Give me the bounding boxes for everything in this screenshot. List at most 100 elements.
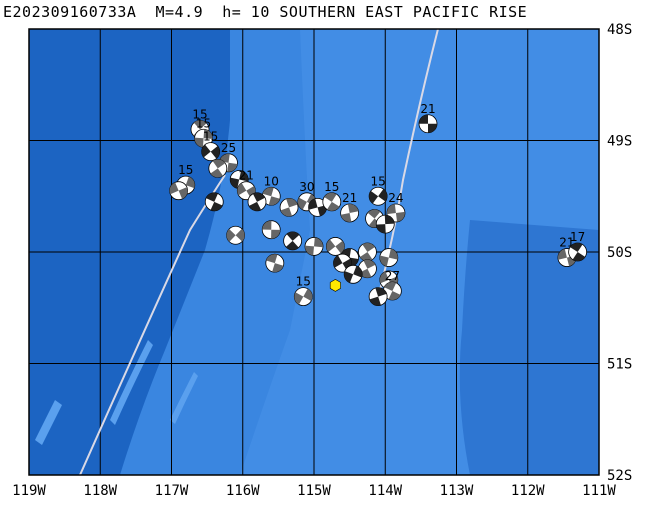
mechanism-quadrant [210, 201, 223, 211]
mechanism-quadrant [210, 145, 220, 159]
focal-mechanism [293, 287, 313, 307]
mechanism-quadrant [317, 205, 327, 217]
focal-mechanism [265, 253, 285, 273]
longitude-label: 119W [12, 483, 46, 499]
focal-mechanism [368, 186, 388, 206]
mechanism-quadrant [386, 204, 396, 215]
mechanism-depth-label: 25 [221, 141, 236, 155]
focal-mechanism [375, 214, 395, 234]
mechanism-quadrant [340, 212, 352, 222]
focal-mechanism [261, 220, 281, 240]
mechanism-quadrant [375, 287, 387, 297]
mechanism-quadrant [363, 259, 376, 269]
mechanism-quadrant [169, 182, 179, 195]
mechanism-quadrant [294, 292, 304, 305]
latitude-label: 52S [607, 468, 632, 484]
mechanism-depth-label: 15 [192, 107, 207, 121]
mechanism-quadrant [227, 162, 238, 172]
mechanism-quadrant [376, 224, 386, 234]
mechanism-quadrant [268, 196, 280, 206]
bathymetry-streak [35, 400, 62, 445]
focal-mechanism [382, 281, 402, 301]
focal-mechanism [358, 242, 377, 262]
mechanism-quadrant [428, 123, 437, 133]
mechanism-depth-label: 21 [342, 191, 357, 205]
mechanism-depth-label: 21 [239, 169, 254, 183]
mechanism-depth-label: 27 [385, 269, 400, 283]
mechanism-quadrant [359, 252, 373, 261]
mechanism-quadrant [262, 220, 272, 230]
longitude-label: 115W [297, 483, 331, 499]
mechanism-depth-label: 15 [203, 130, 218, 144]
longitude-label: 113W [440, 483, 474, 499]
mechanism-depth-label: 15 [296, 275, 311, 289]
event-hexagon-icon [329, 279, 341, 292]
focal-mechanism [201, 142, 221, 162]
mechanism-depth-label: 15 [370, 174, 385, 188]
mechanism-quadrant [324, 192, 337, 202]
focal-mechanism [379, 270, 399, 290]
mechanism-depth-label: 15 [178, 163, 193, 177]
focal-mechanism [418, 114, 438, 134]
mechanism-quadrant [303, 288, 313, 301]
mechanism-quadrant [326, 239, 336, 252]
mechanism-quadrant [230, 177, 240, 189]
focal-mechanism [279, 197, 299, 217]
mechanism-quadrant [266, 254, 278, 264]
mechanism-quadrant [362, 243, 375, 252]
deep-ocean-east [459, 220, 599, 475]
longitude-label: 114W [368, 483, 402, 499]
mechanism-quadrant [367, 209, 381, 219]
mechanism-quadrant [285, 240, 299, 250]
latitude-label: 49S [607, 134, 632, 150]
longitude-label: 112W [511, 483, 545, 499]
mechanism-quadrant [557, 248, 567, 260]
mechanism-depth-label: 15 [196, 116, 211, 130]
focal-mechanism [325, 237, 345, 256]
mechanism-quadrant [347, 203, 359, 213]
mechanism-depth-label: 21 [420, 102, 435, 116]
mechanism-quadrant [378, 188, 388, 202]
longitude-label: 111W [582, 483, 616, 499]
mechanism-quadrant [308, 198, 318, 210]
mechanism-quadrant [226, 229, 236, 242]
mechanism-quadrant [344, 271, 354, 283]
mechanism-depth-label: 10 [264, 174, 279, 188]
mechanism-quadrant [193, 120, 207, 130]
focal-mechanism [304, 237, 324, 256]
mechanism-quadrant [327, 201, 340, 211]
mechanism-depth-label: 24 [388, 191, 403, 205]
mechanism-quadrant [280, 207, 292, 217]
bathymetry-streak [110, 340, 153, 425]
mechanism-quadrant [297, 197, 307, 210]
mechanism-quadrant [185, 176, 195, 189]
mechanism-quadrant [194, 137, 204, 148]
longitude-labels: 119W 118W 117W 116W 115W 114W 113W 112W 111W [12, 483, 616, 499]
mechanism-quadrant [353, 265, 363, 278]
mechanism-quadrant [419, 114, 428, 124]
mechanism-depth-label: 17 [570, 230, 585, 244]
mechanism-quadrant [271, 229, 281, 239]
longitude-label: 116W [226, 483, 260, 499]
mechanism-depth-label: 30 [299, 180, 314, 194]
mechanism-quadrant [369, 296, 381, 306]
latitude-label: 50S [607, 245, 632, 261]
map-frame [28, 28, 600, 476]
mechanism-quadrant [206, 192, 218, 202]
mechanism-quadrant [201, 144, 211, 158]
focal-mechanism [226, 225, 246, 245]
mechanism-quadrant [570, 243, 583, 252]
mechanism-quadrant [237, 182, 247, 196]
focal-mechanism [247, 192, 267, 212]
mechanism-quadrant [384, 215, 395, 225]
focal-mechanism [340, 203, 360, 223]
map-title: E202309160733A M=4.9 h= 10 SOUTHERN EAST… [3, 3, 528, 21]
focal-mechanism [358, 259, 377, 279]
bathymetry-streak [170, 372, 198, 424]
latitude-labels: 48S 49S 50S 51S 52S [607, 22, 632, 484]
mechanism-depth-label: 15 [324, 180, 339, 194]
mechanism-quadrant [286, 231, 300, 241]
mechanism-quadrant [248, 201, 262, 211]
